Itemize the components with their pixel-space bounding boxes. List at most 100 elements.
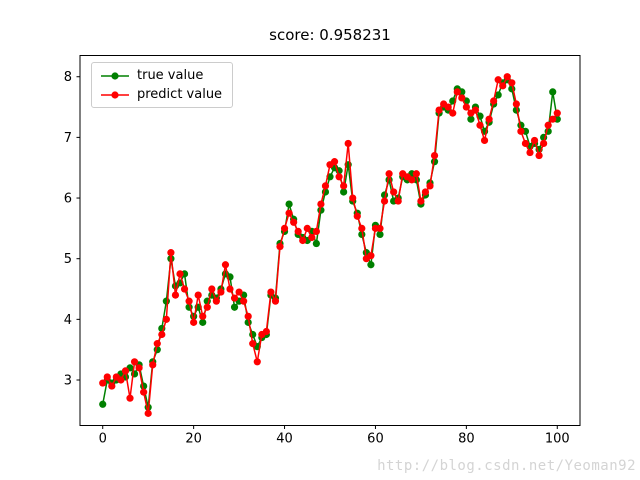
predict-value-marker (226, 285, 234, 293)
predict-value-marker (535, 151, 543, 160)
true-value-marker (340, 188, 348, 196)
predict-value-marker (517, 127, 525, 135)
predict-value-marker (135, 364, 143, 372)
legend-item-true-value: true value (100, 68, 222, 83)
predict-value-marker (299, 236, 307, 245)
predict-value-marker (344, 139, 352, 148)
predict-value-marker (180, 285, 189, 293)
true-value-marker (467, 115, 475, 123)
predict-value-marker (494, 76, 502, 84)
predict-value-marker (303, 224, 311, 232)
predict-value-marker (512, 100, 520, 108)
predict-value-marker (380, 197, 389, 205)
predict-value-legend-label: predict value (137, 87, 223, 102)
predict-value-marker (294, 227, 302, 236)
y-tick-label: 6 (64, 192, 72, 207)
predict-value-marker (421, 188, 430, 196)
predict-value-marker (208, 285, 216, 293)
predict-value-marker (340, 182, 348, 190)
predict-value-marker (508, 79, 516, 87)
predict-value-marker (444, 103, 452, 111)
predict-value-marker (230, 294, 239, 302)
predict-value-marker (530, 136, 539, 145)
true-value-marker (549, 88, 557, 96)
predict-value-marker (385, 170, 393, 178)
predict-value-marker (476, 121, 484, 129)
predict-value-marker (162, 315, 170, 323)
predict-value-marker (103, 373, 111, 381)
predict-value-marker (221, 261, 230, 269)
predict-value-marker (158, 330, 166, 339)
true-value-legend-label: true value (137, 68, 204, 83)
predict-value-marker (280, 224, 289, 232)
predict-value-marker (521, 139, 530, 148)
true-value-line (101, 79, 559, 409)
predict-value-marker (240, 297, 248, 305)
predict-value-marker (244, 312, 252, 320)
x-tick-label: 100 (545, 432, 570, 447)
predict-value-marker (108, 382, 116, 390)
true-value-marker (494, 91, 502, 99)
predict-value-marker (503, 73, 511, 81)
predict-value-marker (394, 197, 402, 205)
predict-value-marker (480, 136, 489, 145)
predict-value-marker (212, 297, 220, 305)
predict-value-marker (117, 376, 125, 384)
y-tick-label: 7 (64, 131, 72, 146)
predict-value-marker (330, 158, 339, 166)
predict-value-marker (153, 340, 161, 348)
predict-value-marker (458, 94, 466, 102)
predict-value-marker (99, 379, 107, 387)
predict-value-marker (249, 340, 257, 348)
watermark: http://blog.csdn.net/Yeoman92 (377, 458, 636, 474)
y-tick-label: 5 (64, 252, 72, 267)
predict-value-marker (553, 109, 561, 117)
true-value-marker (312, 239, 320, 248)
predict-value-marker (235, 288, 243, 296)
x-tick-label: 0 (99, 432, 107, 447)
predict-value-marker (471, 106, 480, 114)
predict-value-marker (321, 182, 330, 190)
predict-value-marker (176, 270, 184, 278)
true-value-marker (199, 318, 207, 326)
predict-value-marker (285, 209, 293, 217)
predict-value-marker (490, 97, 498, 105)
predict-value-marker (144, 409, 152, 417)
predict-value-marker (290, 218, 298, 226)
predict-value-marker (412, 170, 420, 178)
x-tick-label: 20 (185, 432, 202, 447)
predict-value-marker (276, 242, 284, 251)
predict-value-marker (121, 367, 130, 375)
true-value-marker (285, 200, 293, 208)
predict-value-marker (426, 182, 434, 190)
true-value-marker (162, 297, 170, 305)
predict-value-marker (194, 291, 202, 299)
predict-value-marker (126, 394, 134, 402)
predict-value-marker (203, 303, 211, 311)
true-value-marker (99, 400, 107, 408)
predict-value-marker (271, 297, 280, 305)
predict-value-marker (408, 176, 416, 184)
predict-value-marker (217, 288, 225, 296)
predict-value-marker (312, 227, 320, 236)
predict-value-marker (317, 200, 325, 208)
predict-value-marker (171, 291, 180, 299)
x-tick-label: 40 (276, 432, 293, 447)
predict-value-line (102, 75, 558, 415)
predict-value-marker (417, 197, 425, 205)
predict-value-legend-marker-icon (111, 90, 119, 99)
y-tick-label: 4 (64, 313, 72, 328)
predict-value-marker (390, 188, 398, 196)
legend: true value predict value (91, 62, 234, 108)
predict-value-marker (526, 148, 534, 157)
y-tick-label: 3 (64, 374, 72, 389)
predict-value-legend-sample-icon (100, 88, 130, 102)
predict-value-marker (262, 327, 270, 336)
x-tick-label: 60 (367, 432, 384, 447)
predict-value-marker (499, 82, 507, 90)
predict-value-marker (349, 194, 357, 202)
predict-value-marker (308, 233, 316, 242)
x-tick-label: 80 (458, 432, 475, 447)
predict-value-marker (253, 358, 261, 366)
